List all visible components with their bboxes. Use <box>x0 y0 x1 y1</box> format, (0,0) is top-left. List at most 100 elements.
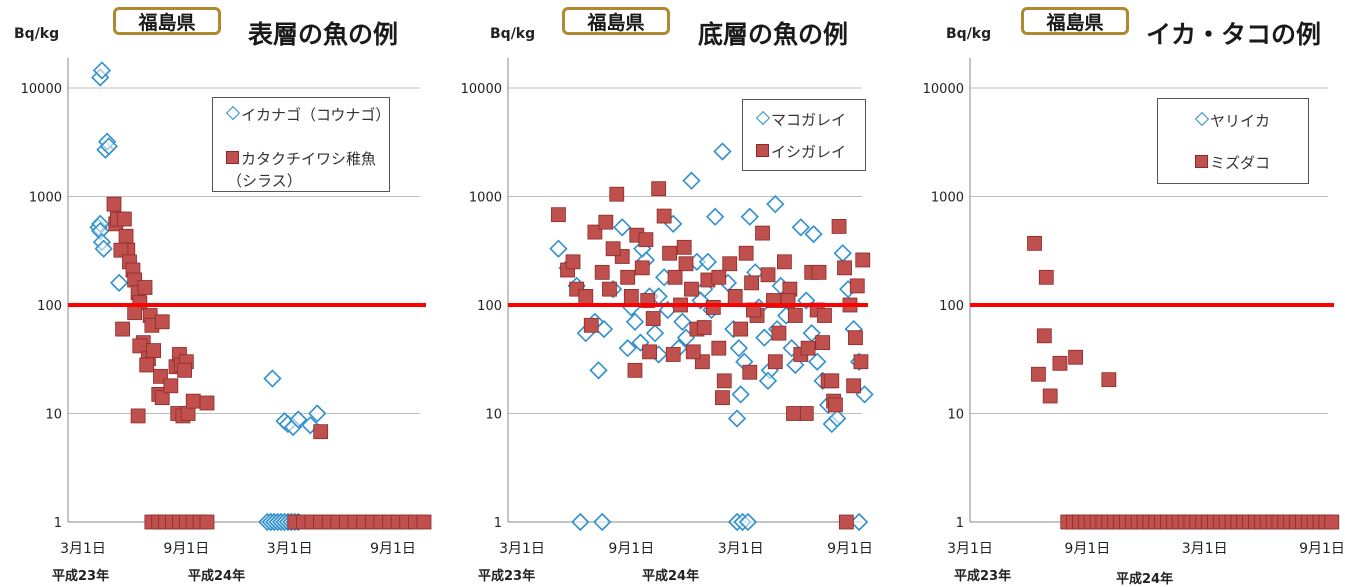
plot-3: 1 10 100 1000 10000 3月1日 9月1日 3月1日 9月1日 <box>923 58 1345 557</box>
x-tick-label: 3月1日 <box>60 541 106 557</box>
data-point-square <box>817 308 832 323</box>
data-point-diamond <box>755 328 774 347</box>
data-point-square <box>848 330 863 346</box>
x-tick-label: 9月1日 <box>163 541 209 557</box>
data-point-square <box>811 264 827 280</box>
data-point-diamond <box>94 239 113 258</box>
x-tick-label: 9月1日 <box>1299 541 1345 557</box>
panel-title: 表層の魚の例 <box>248 20 399 49</box>
data-point-square <box>755 225 770 241</box>
data-point-square <box>565 254 581 270</box>
legend-label: ミズダコ <box>1210 154 1271 172</box>
data-point-diamond <box>110 273 129 292</box>
data-point-square <box>716 373 732 389</box>
data-point-square <box>787 308 803 323</box>
legend-label: マコガレイ <box>771 111 847 129</box>
data-point-diamond <box>758 371 778 390</box>
data-point-square <box>651 181 667 197</box>
panel-surface-fish: Bq/kg 福島県 表層の魚の例 イカナゴ（コウナゴ） カタクチイワシ稚魚 （シ… <box>0 0 440 584</box>
data-point-diamond <box>571 512 590 532</box>
legend: マコガレイ イシガレイ <box>742 99 866 171</box>
square-marker-icon <box>225 151 239 164</box>
data-point-diamond <box>727 409 747 428</box>
legend-item-makogarei: マコガレイ <box>755 109 846 130</box>
data-point-square <box>767 354 783 370</box>
data-point-square <box>760 267 776 283</box>
data-point-square <box>583 317 599 333</box>
era-label-h23: 平成23年 <box>52 569 110 584</box>
panel-squid-octopus: Bq/kg 福島県 イカ・タコの例 ヤリイカ ミズダコ 平成23年 平成24年 <box>880 0 1345 587</box>
data-point-square <box>163 378 179 394</box>
data-point-diamond <box>589 361 608 380</box>
y-tick-label: 10000 <box>21 82 62 97</box>
y-tick-label: 10 <box>947 408 964 423</box>
panel-title: 底層の魚の例 <box>698 20 849 49</box>
legend-label: （シラス） <box>227 172 302 190</box>
prefecture-badge: 福島県 <box>1021 7 1129 35</box>
data-point-diamond <box>618 339 637 358</box>
data-point-diamond <box>289 410 308 429</box>
x-tick-label: 9月1日 <box>370 541 416 557</box>
data-point-square <box>771 325 787 341</box>
x-tick-label: 3月1日 <box>1182 541 1228 557</box>
data-point-square <box>627 362 643 378</box>
x-tick-label: 3月1日 <box>947 541 993 557</box>
legend-item-ishigarei: イシガレイ <box>755 141 846 162</box>
data-point-diamond <box>682 171 701 190</box>
data-point-diamond <box>593 512 612 532</box>
x-tick-label: 9月1日 <box>608 541 654 557</box>
data-point-square <box>828 397 843 413</box>
y-tick-label: 100 <box>477 299 502 314</box>
data-point-square <box>849 278 865 294</box>
data-point-square <box>115 321 131 337</box>
data-point-diamond <box>808 352 827 371</box>
data-point-square <box>711 269 727 285</box>
data-point-diamond <box>99 137 118 156</box>
data-point-square <box>594 264 610 280</box>
unit-label: Bq/kg <box>490 26 536 42</box>
data-point-square <box>130 408 146 424</box>
legend-item-shirasu: カタクチイワシ稚魚 <box>225 148 376 169</box>
data-point-square <box>722 256 738 272</box>
data-point-square <box>106 196 122 212</box>
data-point-square <box>1036 328 1052 344</box>
data-point-diamond <box>594 319 614 339</box>
data-point-diamond <box>731 385 750 404</box>
data-point-square <box>645 311 661 326</box>
era-label-h23: 平成23年 <box>954 569 1012 584</box>
data-point-square <box>815 335 831 351</box>
era-label-h23: 平成23年 <box>478 569 536 584</box>
diamond-marker-icon <box>1194 111 1210 127</box>
plot-2: 1 10 100 1000 10000 3月1日 9月1日 3月1日 9月1日 <box>461 58 874 557</box>
data-point-square <box>665 347 681 362</box>
data-point-square <box>1027 235 1042 251</box>
plot-1: 1 10 100 1000 10000 3月1日 9月1日 3月1日 9月1日 <box>21 58 432 557</box>
data-point-square <box>154 390 170 406</box>
panel-title: イカ・タコの例 <box>1146 20 1322 49</box>
data-point-square <box>602 281 617 297</box>
data-point-square <box>846 378 862 394</box>
era-label-h24: 平成24年 <box>642 569 700 584</box>
data-point-diamond <box>729 339 748 358</box>
square-marker-icon <box>1194 155 1208 168</box>
data-point-square <box>1052 355 1068 371</box>
data-point-square <box>416 514 432 530</box>
data-point-diamond <box>613 218 632 237</box>
data-point-diamond <box>849 512 869 532</box>
data-point-square <box>113 242 129 258</box>
x-tick-label: 9月1日 <box>827 541 873 557</box>
data-point-square <box>738 245 754 261</box>
data-point-diamond <box>645 324 665 343</box>
legend: ヤリイカ ミズダコ <box>1157 98 1309 184</box>
data-point-diamond <box>828 409 847 428</box>
data-point-square <box>824 373 840 389</box>
data-point-diamond <box>713 142 732 161</box>
data-point-square <box>116 211 132 227</box>
legend: イカナゴ（コウナゴ） カタクチイワシ稚魚 （シラス） <box>212 97 390 192</box>
data-point-square <box>786 406 801 421</box>
data-point-square <box>696 320 712 335</box>
y-tick-label: 10 <box>485 408 502 423</box>
era-label-h24: 平成24年 <box>188 569 246 584</box>
data-point-square <box>609 186 625 202</box>
